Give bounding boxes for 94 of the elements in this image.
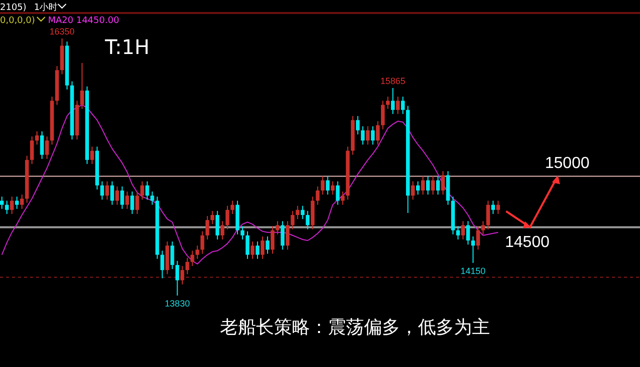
candlestick — [436, 176, 440, 196]
candlestick — [496, 200, 500, 214]
candlestick — [80, 62, 84, 110]
candlestick — [300, 205, 305, 220]
candlestick — [20, 194, 24, 210]
candlestick — [456, 226, 460, 240]
candlestick — [286, 220, 290, 250]
candlestick — [40, 130, 44, 160]
candlestick — [45, 136, 49, 160]
annotation: 16350 — [50, 26, 75, 37]
candlestick — [491, 200, 495, 214]
annotation: 0,0,0,0) — [0, 16, 35, 26]
candlestick — [471, 236, 475, 264]
text: 2105) — [0, 3, 26, 13]
candlestick — [150, 191, 154, 206]
candlestick — [320, 176, 325, 196]
candlestick — [190, 250, 194, 267]
candlestick — [240, 226, 244, 240]
candlestick — [100, 180, 104, 200]
candlestick — [326, 176, 330, 196]
candlestick — [256, 241, 260, 260]
candlestick — [180, 266, 184, 285]
candlestick — [120, 186, 124, 210]
ref-line-label: 15000 — [545, 155, 590, 172]
candlestick — [370, 126, 375, 146]
candlestick — [276, 220, 280, 235]
candlestick — [135, 191, 140, 214]
candlestick — [185, 257, 190, 275]
candlestick — [5, 200, 9, 214]
candlestick — [366, 126, 370, 146]
candlestick — [160, 250, 164, 279]
annotation: 老船长策略：震荡偏多，低多为主 — [220, 317, 490, 338]
candlestick — [90, 146, 94, 164]
candlestick — [145, 180, 150, 200]
annotation: 13830 — [164, 298, 190, 309]
candlestick — [396, 96, 400, 114]
candlestick — [270, 226, 274, 254]
candlestick — [15, 196, 19, 210]
candlestick — [125, 191, 130, 210]
candlestick — [110, 180, 114, 206]
candlestick — [290, 210, 294, 230]
candlestick — [250, 241, 254, 260]
candlestick — [476, 226, 480, 250]
candlestick — [266, 236, 270, 254]
candlestick — [0, 196, 4, 210]
candlestick — [340, 191, 345, 206]
candlestick — [175, 260, 180, 296]
text: 1小时 — [34, 2, 58, 13]
candlestick — [115, 186, 120, 206]
candlestick — [206, 216, 210, 240]
ref-line-label: 14500 — [505, 234, 550, 252]
candlestick — [226, 205, 230, 230]
candlestick — [195, 245, 200, 260]
candlestick — [481, 220, 485, 235]
candlestick — [466, 220, 470, 246]
candlestick — [210, 210, 214, 225]
candlestick — [390, 87, 395, 114]
candlestick — [316, 186, 320, 206]
candlestick — [260, 236, 264, 260]
candlestick — [461, 220, 465, 240]
candlestick — [246, 230, 250, 260]
candlestick — [230, 200, 234, 214]
candlestick — [426, 176, 430, 196]
candlestick — [411, 180, 415, 200]
annotation: 15865 — [380, 76, 406, 86]
candlestick — [380, 100, 385, 130]
candlestick — [336, 180, 340, 206]
candlestick — [220, 220, 224, 240]
candlestick — [105, 180, 110, 200]
annotation: T:1H — [104, 35, 150, 59]
candlestick — [296, 205, 300, 220]
candlestick — [431, 176, 435, 196]
candlestick — [170, 241, 174, 270]
candlestick — [140, 180, 144, 200]
candlestick — [376, 120, 380, 146]
candlestick — [356, 116, 360, 135]
candlestick — [360, 126, 365, 146]
candlestick — [30, 136, 34, 164]
candlestick — [280, 220, 284, 250]
candlestick — [10, 196, 14, 214]
annotation: 14150 — [460, 266, 486, 276]
candlestick — [200, 230, 204, 254]
candlestick — [486, 200, 490, 230]
candlestick — [330, 180, 335, 196]
candlestick — [441, 170, 445, 196]
candlestick — [421, 176, 425, 196]
candlestick — [416, 180, 420, 196]
candlestick — [386, 96, 390, 110]
annotation: MA20 14450.00 — [48, 16, 120, 26]
candlestick — [306, 210, 310, 230]
candlestick — [401, 96, 405, 114]
candlestick — [130, 191, 134, 214]
candlestick — [35, 130, 39, 146]
candlestick — [216, 210, 220, 240]
